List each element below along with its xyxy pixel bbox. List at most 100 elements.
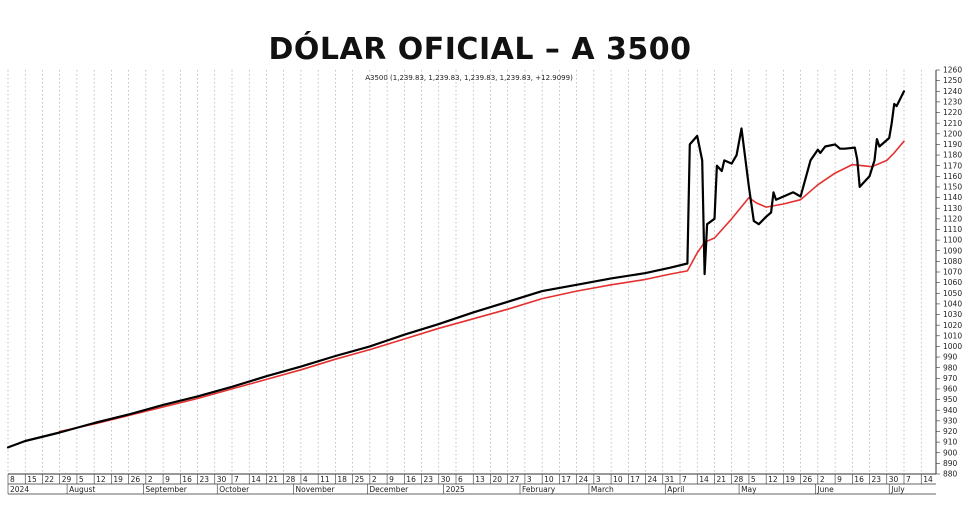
x-tick-label: 30 bbox=[217, 475, 227, 484]
x-tick-label: 24 bbox=[579, 475, 589, 484]
y-tick-label: 1060 bbox=[943, 278, 962, 287]
x-tick-label: 19 bbox=[113, 475, 123, 484]
y-tick-label: 890 bbox=[943, 459, 958, 468]
y-tick-label: 910 bbox=[943, 438, 958, 447]
x-tick-label: 4 bbox=[303, 475, 308, 484]
y-tick-label: 1160 bbox=[943, 172, 962, 181]
month-label: December bbox=[369, 485, 409, 494]
x-tick-label: 26 bbox=[131, 475, 141, 484]
month-label: 2024 bbox=[10, 485, 29, 494]
x-tick-label: 21 bbox=[716, 475, 726, 484]
y-tick-label: 1170 bbox=[943, 161, 962, 170]
x-tick-label: 30 bbox=[441, 475, 451, 484]
x-tick-label: 31 bbox=[665, 475, 675, 484]
y-tick-label: 1200 bbox=[943, 129, 962, 138]
y-tick-label: 1240 bbox=[943, 87, 962, 96]
series-line-2 bbox=[58, 140, 905, 433]
month-label: October bbox=[219, 485, 250, 494]
x-tick-label: 5 bbox=[79, 475, 84, 484]
x-tick-label: 22 bbox=[44, 475, 54, 484]
x-tick-label: 12 bbox=[96, 475, 106, 484]
x-tick-label: 10 bbox=[544, 475, 554, 484]
x-tick-label: 16 bbox=[182, 475, 192, 484]
month-label: 2025 bbox=[446, 485, 465, 494]
y-tick-label: 900 bbox=[943, 448, 958, 457]
y-tick-label: 1150 bbox=[943, 183, 962, 192]
x-tick-label: 14 bbox=[923, 475, 933, 484]
x-tick-label: 18 bbox=[337, 475, 347, 484]
month-label: May bbox=[741, 485, 757, 494]
y-tick-label: 980 bbox=[943, 363, 958, 372]
chart-subtitle: A3500 (1,239.83, 1,239.83, 1,239.83, 1,2… bbox=[365, 74, 573, 82]
x-axis-month-labels: 2024 August September October November Decemb… bbox=[7, 484, 905, 494]
y-tick-label: 940 bbox=[943, 406, 958, 415]
month-label: September bbox=[145, 485, 187, 494]
x-tick-label: 17 bbox=[630, 475, 640, 484]
x-tick-label: 9 bbox=[165, 475, 170, 484]
x-tick-label: 21 bbox=[268, 475, 278, 484]
y-tick-label: 1220 bbox=[943, 108, 962, 117]
y-tick-label: 1250 bbox=[943, 76, 962, 85]
vertical-gridlines bbox=[7, 70, 922, 474]
y-tick-label: 1110 bbox=[943, 225, 962, 234]
x-tick-label: 2 bbox=[372, 475, 377, 484]
y-tick-label: 1030 bbox=[943, 310, 962, 319]
x-tick-label: 16 bbox=[406, 475, 416, 484]
y-tick-label: 1050 bbox=[943, 289, 962, 298]
x-tick-label: 12 bbox=[768, 475, 778, 484]
x-tick-label: 7 bbox=[234, 475, 239, 484]
x-tick-label: 19 bbox=[785, 475, 795, 484]
y-tick-label: 880 bbox=[943, 470, 958, 479]
x-tick-label: 9 bbox=[389, 475, 394, 484]
x-tick-label: 5 bbox=[751, 475, 756, 484]
x-tick-label: 25 bbox=[355, 475, 365, 484]
x-tick-label: 11 bbox=[320, 475, 330, 484]
x-tick-label: 6 bbox=[458, 475, 463, 484]
y-tick-label: 920 bbox=[943, 427, 958, 436]
month-label: June bbox=[816, 485, 834, 494]
x-tick-label: 26 bbox=[803, 475, 813, 484]
series-layer bbox=[6, 90, 906, 449]
month-label: July bbox=[890, 485, 905, 494]
month-label: April bbox=[667, 485, 684, 494]
x-tick-label: 2 bbox=[820, 475, 825, 484]
month-label: August bbox=[69, 485, 95, 494]
series-line-1 bbox=[6, 90, 906, 449]
x-tick-label: 23 bbox=[200, 475, 210, 484]
x-axis-day-ticks: 8 15 22 29 5 12 19 26 2 9 16 23 30 7 14 21 28 4 11 18 25 2 9 16… bbox=[7, 474, 933, 484]
y-tick-label: 1020 bbox=[943, 321, 962, 330]
month-label: February bbox=[522, 485, 556, 494]
x-tick-label: 16 bbox=[854, 475, 864, 484]
x-tick-label: 23 bbox=[872, 475, 882, 484]
month-label: March bbox=[591, 485, 614, 494]
y-tick-label: 1100 bbox=[943, 236, 962, 245]
x-tick-label: 8 bbox=[10, 475, 15, 484]
y-tick-label: 970 bbox=[943, 374, 958, 383]
y-tick-label: 1040 bbox=[943, 299, 962, 308]
x-tick-label: 28 bbox=[286, 475, 296, 484]
x-tick-label: 24 bbox=[648, 475, 658, 484]
x-tick-label: 9 bbox=[837, 475, 842, 484]
x-tick-label: 20 bbox=[492, 475, 502, 484]
chart-title: DÓLAR OFICIAL – A 3500 bbox=[268, 32, 692, 67]
y-tick-label: 1210 bbox=[943, 119, 962, 128]
x-tick-label: 13 bbox=[475, 475, 485, 484]
x-tick-label: 14 bbox=[251, 475, 261, 484]
y-tick-label: 960 bbox=[943, 385, 958, 394]
x-tick-label: 27 bbox=[510, 475, 520, 484]
y-tick-label: 1140 bbox=[943, 193, 962, 202]
x-tick-label: 14 bbox=[699, 475, 709, 484]
x-tick-label: 17 bbox=[561, 475, 571, 484]
y-tick-label: 1000 bbox=[943, 342, 962, 351]
x-tick-label: 2 bbox=[148, 475, 153, 484]
y-tick-label: 1130 bbox=[943, 204, 962, 213]
x-tick-label: 29 bbox=[62, 475, 72, 484]
x-tick-label: 3 bbox=[596, 475, 601, 484]
x-tick-label: 15 bbox=[27, 475, 37, 484]
x-tick-label: 23 bbox=[424, 475, 434, 484]
y-tick-label: 990 bbox=[943, 353, 958, 362]
x-tick-label: 3 bbox=[527, 475, 532, 484]
x-tick-label: 10 bbox=[613, 475, 623, 484]
y-tick-label: 1080 bbox=[943, 257, 962, 266]
y-tick-label: 1230 bbox=[943, 97, 962, 106]
